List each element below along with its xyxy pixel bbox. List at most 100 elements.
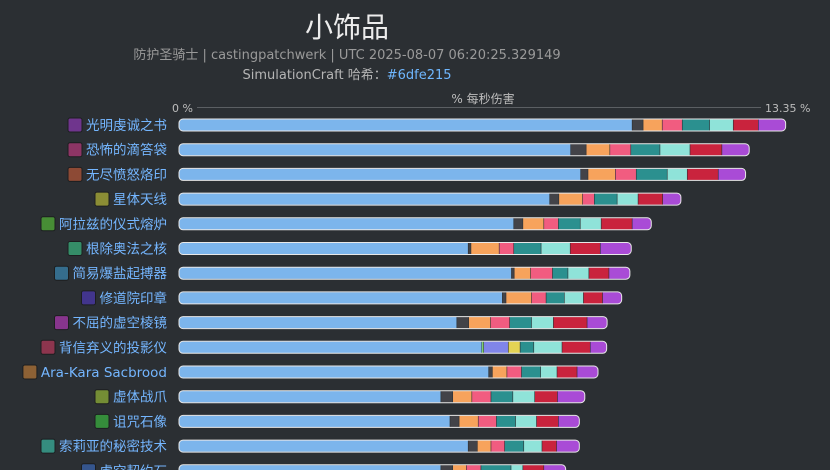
bar-segment[interactable] — [480, 464, 512, 470]
bar-segment[interactable] — [589, 341, 607, 354]
bar-segment[interactable] — [576, 366, 598, 378]
category-label[interactable]: 无尽愤怒烙印 — [86, 167, 167, 183]
category-label[interactable]: 诅咒石像 — [113, 414, 167, 430]
bar-segment[interactable] — [440, 464, 454, 470]
bar-segment[interactable] — [549, 193, 560, 206]
bar-segment[interactable] — [449, 415, 460, 428]
bar-segment[interactable] — [662, 193, 682, 206]
bar-segment[interactable] — [521, 366, 542, 378]
stacked-bar[interactable] — [179, 341, 607, 354]
bar-segment[interactable] — [510, 464, 524, 470]
bar-base-segment[interactable] — [179, 119, 633, 131]
stacked-bar[interactable] — [179, 316, 608, 329]
bar-segment[interactable] — [467, 440, 478, 453]
bar-segment[interactable] — [533, 341, 563, 354]
stacked-bar[interactable] — [179, 193, 682, 206]
bar-segment[interactable] — [506, 366, 523, 378]
bar-segment[interactable] — [504, 440, 525, 453]
stacked-bar[interactable] — [179, 440, 580, 453]
bar-segment[interactable] — [631, 217, 652, 230]
bar-segment[interactable] — [580, 168, 589, 181]
bar-segment[interactable] — [558, 193, 584, 206]
bar-base-segment[interactable] — [179, 316, 458, 329]
bar-segment[interactable] — [585, 143, 611, 156]
stacked-bar[interactable] — [179, 143, 750, 156]
bar-segment[interactable] — [552, 267, 569, 280]
stacked-bar[interactable] — [179, 390, 585, 403]
bar-segment[interactable] — [594, 193, 618, 206]
bar-segment[interactable] — [686, 168, 719, 181]
bar-base-segment[interactable] — [179, 440, 469, 453]
bar-segment[interactable] — [666, 168, 688, 181]
bar-segment[interactable] — [587, 168, 616, 181]
bar-segment[interactable] — [522, 217, 545, 230]
bar-segment[interactable] — [523, 440, 543, 453]
bar-segment[interactable] — [477, 415, 498, 428]
bar-segment[interactable] — [599, 242, 632, 255]
category-label[interactable]: 修道院印章 — [100, 290, 168, 307]
bar-segment[interactable] — [681, 119, 711, 131]
bar-segment[interactable] — [709, 119, 734, 131]
bar-base-segment[interactable] — [179, 341, 483, 354]
bar-segment[interactable] — [540, 366, 558, 378]
bar-segment[interactable] — [496, 415, 517, 428]
bar-segment[interactable] — [458, 415, 479, 428]
bar-base-segment[interactable] — [179, 415, 451, 428]
bar-segment[interactable] — [456, 316, 470, 329]
bar-segment[interactable] — [540, 242, 571, 255]
stacked-bar[interactable] — [179, 464, 566, 470]
bar-segment[interactable] — [579, 217, 602, 230]
bar-base-segment[interactable] — [179, 267, 513, 280]
bar-segment[interactable] — [642, 119, 663, 131]
stacked-bar[interactable] — [179, 168, 746, 181]
bar-segment[interactable] — [631, 119, 644, 131]
hash-link[interactable]: #6dfe215 — [386, 68, 452, 83]
bar-segment[interactable] — [557, 390, 585, 403]
bar-base-segment[interactable] — [179, 193, 551, 206]
bar-base-segment[interactable] — [179, 168, 582, 181]
bar-segment[interactable] — [477, 440, 492, 453]
category-label[interactable]: 简易爆盐起搏器 — [73, 265, 168, 282]
bar-segment[interactable] — [758, 119, 786, 131]
bar-base-segment[interactable] — [179, 366, 490, 378]
category-label[interactable]: Ara-Kara Sacbrood — [41, 365, 167, 381]
bar-base-segment[interactable] — [179, 143, 572, 156]
stacked-bar[interactable] — [179, 217, 652, 230]
bar-segment[interactable] — [490, 390, 514, 403]
stacked-bar[interactable] — [179, 366, 598, 378]
bar-base-segment[interactable] — [179, 242, 469, 255]
bar-segment[interactable] — [600, 217, 633, 230]
bar-segment[interactable] — [558, 217, 581, 230]
bar-segment[interactable] — [530, 267, 554, 280]
bar-base-segment[interactable] — [179, 390, 442, 403]
category-label[interactable]: 恐怖的滴答袋 — [86, 142, 167, 159]
bar-segment[interactable] — [582, 193, 595, 206]
bar-segment[interactable] — [519, 341, 535, 354]
bar-segment[interactable] — [583, 291, 604, 304]
bar-base-segment[interactable] — [179, 464, 442, 470]
stacked-bar[interactable] — [179, 119, 786, 131]
bar-segment[interactable] — [490, 440, 506, 453]
category-label[interactable]: 根除奥法之核 — [86, 241, 167, 258]
bar-base-segment[interactable] — [179, 217, 515, 230]
bar-segment[interactable] — [470, 242, 500, 255]
bar-segment[interactable] — [588, 267, 610, 280]
bar-segment[interactable] — [732, 119, 759, 131]
bar-segment[interactable] — [543, 217, 559, 230]
bar-segment[interactable] — [507, 341, 521, 354]
bar-segment[interactable] — [471, 390, 492, 403]
bar-segment[interactable] — [567, 267, 590, 280]
bar-segment[interactable] — [563, 291, 585, 304]
bar-segment[interactable] — [483, 341, 509, 354]
bar-segment[interactable] — [490, 316, 511, 329]
bar-segment[interactable] — [608, 267, 630, 280]
bar-segment[interactable] — [556, 440, 580, 453]
category-label[interactable]: 光明虔诚之书 — [86, 118, 167, 134]
bar-segment[interactable] — [616, 193, 639, 206]
bar-segment[interactable] — [452, 464, 467, 470]
bar-segment[interactable] — [512, 390, 536, 403]
bar-segment[interactable] — [468, 316, 492, 329]
bar-segment[interactable] — [553, 316, 588, 329]
bar-segment[interactable] — [543, 464, 566, 470]
bar-segment[interactable] — [630, 143, 661, 156]
